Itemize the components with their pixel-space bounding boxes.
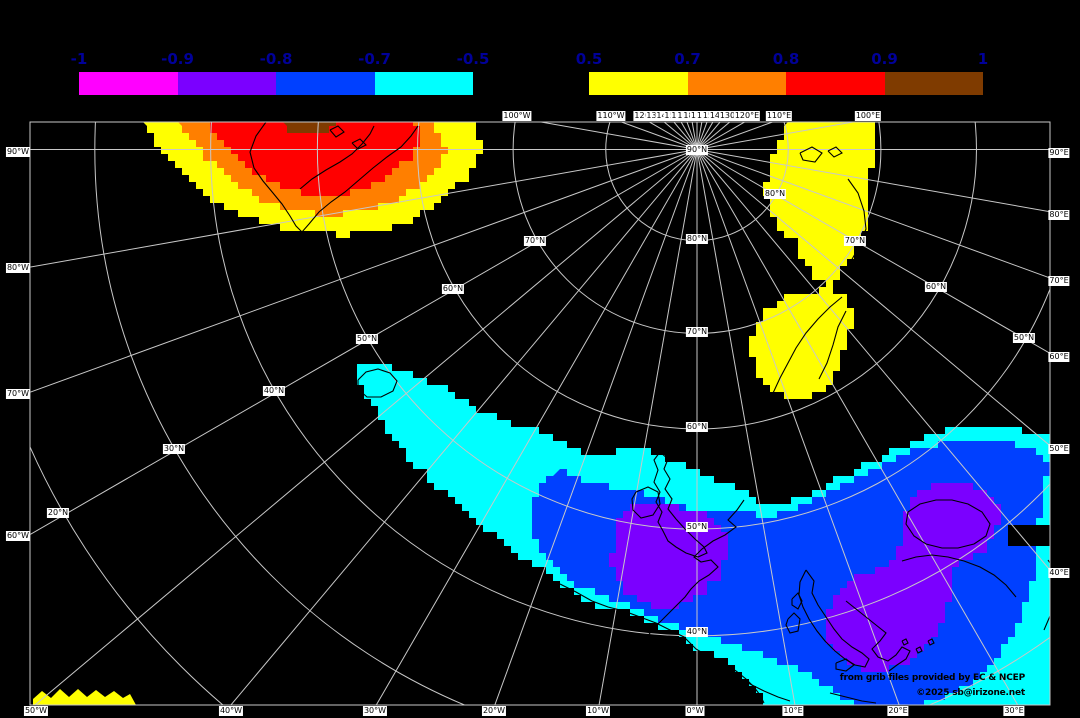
meridian (30, 149, 698, 393)
colorbar-tick-label: -0.5 (456, 50, 490, 68)
coastline (299, 125, 375, 190)
coastline (915, 646, 923, 654)
coastline (699, 668, 791, 702)
warm-red-greenland (210, 122, 420, 196)
meridian (230, 149, 698, 705)
watermark-credit: from grib files provided by EC & NCEP (839, 673, 1025, 683)
meridian (34, 149, 698, 705)
seg-magenta (79, 72, 178, 95)
meridian (696, 149, 1019, 705)
colorbar-tick-label: 0.9 (871, 50, 898, 68)
seg-blue (276, 72, 375, 95)
coastline (905, 499, 991, 549)
colorbar-tick-label: -0.9 (161, 50, 194, 68)
meridian (696, 122, 746, 150)
meridian (696, 122, 731, 150)
meridian (696, 149, 900, 705)
meridian (494, 149, 698, 705)
coastline (927, 638, 935, 646)
coastline (249, 122, 419, 233)
coastline (559, 583, 765, 704)
seg-yellow (589, 72, 688, 95)
meridian (696, 122, 721, 150)
seg-cyan (374, 72, 473, 95)
coastline (351, 138, 367, 150)
meridian (696, 149, 1050, 447)
coastline (791, 592, 803, 610)
seg-orange (687, 72, 786, 95)
colorbar-tick-label: -0.7 (358, 50, 391, 68)
map-frame (29, 121, 1051, 706)
meridian (696, 122, 714, 150)
coastline (616, 499, 745, 662)
meridian (30, 149, 698, 268)
coastline (845, 600, 911, 672)
coastline (1043, 559, 1050, 631)
meridian (696, 149, 1050, 279)
coastline (818, 310, 847, 380)
colorbar-tick-label: -0.8 (259, 50, 293, 68)
gap-black-right-edge (1008, 525, 1050, 546)
coastline (631, 486, 661, 519)
meridian (696, 122, 708, 150)
coastline (835, 658, 855, 672)
coastline (769, 296, 843, 399)
colorbar-tick-label: 0.5 (575, 50, 603, 68)
colorbar-tick-label: 0.8 (772, 50, 800, 68)
meridian (375, 149, 698, 705)
meridian (696, 122, 775, 150)
colorbar-positive: 0.5 0.7 0.8 0.9 1 (576, 50, 988, 95)
warm-yellow-scandinavia (749, 287, 854, 399)
coastline (827, 146, 843, 158)
colorbar-tick-label: 0.7 (674, 50, 701, 68)
meridian (696, 122, 856, 150)
meridian (696, 149, 1050, 213)
coastline (829, 692, 877, 704)
seg-red (786, 72, 885, 95)
warm-yellow-barents (763, 122, 875, 287)
meridian (696, 149, 796, 705)
watermark-copyright: ©2025 sb@irizone.net (916, 688, 1025, 698)
colorbar-tick-label: -1 (70, 50, 88, 68)
coastline (847, 178, 867, 262)
coastline (901, 638, 909, 646)
meridian (598, 149, 698, 705)
coastline (329, 125, 345, 138)
warm-yellow-bottom-left (33, 689, 136, 705)
coastline (799, 146, 823, 163)
warm-brown-core (283, 122, 336, 133)
coastline (901, 554, 1017, 598)
coastline (653, 451, 708, 558)
coastline (798, 569, 870, 668)
colorbar-negative: -1 -0.9 -0.8 -0.7 -0.5 (71, 50, 489, 95)
seg-brown (884, 72, 983, 95)
seg-violet (177, 72, 276, 95)
coastline (357, 368, 398, 398)
colorbar-tick-label: 1 (977, 50, 989, 68)
meridian (696, 149, 1050, 571)
coastline (785, 612, 801, 634)
meridian (691, 122, 698, 150)
